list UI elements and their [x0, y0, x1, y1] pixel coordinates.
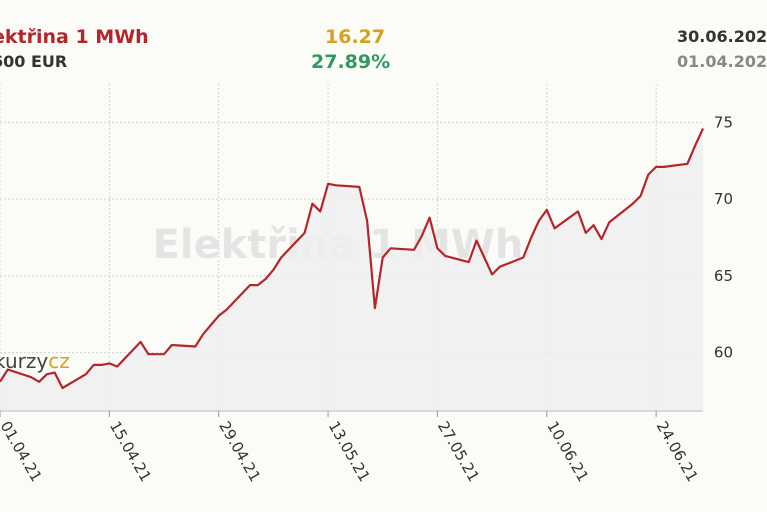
- data-point: [146, 352, 151, 357]
- data-point: [115, 364, 120, 369]
- data-point: [693, 143, 698, 148]
- data-point: [279, 255, 284, 260]
- data-point: [685, 161, 690, 166]
- change-percent: 27.89%: [311, 51, 391, 73]
- data-point: [357, 185, 362, 190]
- x-tick-label: 01.04.21: [0, 418, 46, 485]
- x-tick-label: 29.04.21: [215, 418, 264, 485]
- data-point: [201, 332, 206, 337]
- date-end: 30.06.202: [677, 27, 767, 46]
- data-point: [302, 231, 307, 236]
- data-point: [646, 172, 651, 177]
- data-point: [466, 260, 471, 265]
- x-tick-label: 10.06.21: [543, 418, 592, 485]
- base-value: 600 EUR: [0, 52, 68, 71]
- data-point: [248, 283, 253, 288]
- data-point: [427, 215, 432, 220]
- y-tick-label: 65: [714, 267, 733, 285]
- data-point: [576, 209, 581, 214]
- x-axis: 01.04.21 15.04.21 29.04.21 13.05.21 27.05.21…: [0, 411, 702, 485]
- data-point: [654, 165, 659, 170]
- data-point: [271, 267, 276, 272]
- data-point: [373, 306, 378, 311]
- data-point: [630, 201, 635, 206]
- data-point: [193, 344, 198, 349]
- data-point: [255, 283, 260, 288]
- series-area: [0, 128, 703, 411]
- y-tick-label: 60: [714, 344, 733, 362]
- change-absolute: 16.27: [325, 26, 386, 48]
- data-point: [365, 218, 370, 223]
- data-point: [216, 313, 221, 318]
- data-point: [310, 201, 315, 206]
- logo-part-2: cz: [48, 349, 70, 373]
- data-point: [169, 343, 174, 348]
- data-point: [583, 231, 588, 236]
- data-point: [482, 255, 487, 260]
- instrument-title: ektřina 1 MWh: [0, 26, 149, 48]
- data-point: [37, 379, 42, 384]
- data-point: [326, 181, 331, 186]
- data-point: [474, 238, 479, 243]
- data-point: [412, 247, 417, 252]
- data-point: [107, 361, 112, 366]
- data-point: [662, 165, 667, 170]
- logo-part-1: kurzy: [0, 349, 48, 373]
- data-point: [498, 264, 503, 269]
- data-point: [29, 375, 34, 380]
- data-point: [380, 255, 385, 260]
- data-point: [60, 386, 65, 391]
- data-point: [154, 352, 159, 357]
- y-axis: 60 65 70 75: [0, 113, 733, 412]
- y-tick-label: 70: [714, 190, 733, 208]
- data-point: [419, 234, 424, 239]
- y-tick-label: 75: [714, 113, 733, 131]
- x-tick-label: 15.04.21: [106, 418, 155, 485]
- data-point: [224, 307, 229, 312]
- data-point: [435, 246, 440, 251]
- data-point: [537, 218, 542, 223]
- data-point: [91, 363, 96, 368]
- x-tick-label: 24.06.21: [653, 418, 702, 485]
- data-point: [521, 255, 526, 260]
- kurzy-logo: kurzycz: [0, 349, 70, 373]
- data-point: [334, 183, 339, 188]
- data-point: [638, 194, 643, 199]
- data-point: [162, 352, 167, 357]
- date-start: 01.04.202: [677, 52, 767, 71]
- data-point: [209, 323, 214, 328]
- data-point: [443, 254, 448, 259]
- series-line: [0, 128, 704, 390]
- data-point: [591, 223, 596, 228]
- x-tick-label: 27.05.21: [434, 418, 483, 485]
- data-point: [388, 246, 393, 251]
- data-point: [263, 277, 268, 282]
- data-point: [490, 272, 495, 277]
- data-point: [84, 372, 89, 377]
- data-point: [599, 237, 604, 242]
- data-point: [138, 340, 143, 345]
- data-point: [701, 126, 706, 131]
- data-point: [529, 235, 534, 240]
- data-point: [99, 363, 104, 368]
- data-point: [607, 220, 612, 225]
- data-point: [318, 209, 323, 214]
- x-tick-label: 13.05.21: [325, 418, 374, 485]
- data-point: [552, 226, 557, 231]
- data-point: [544, 208, 549, 213]
